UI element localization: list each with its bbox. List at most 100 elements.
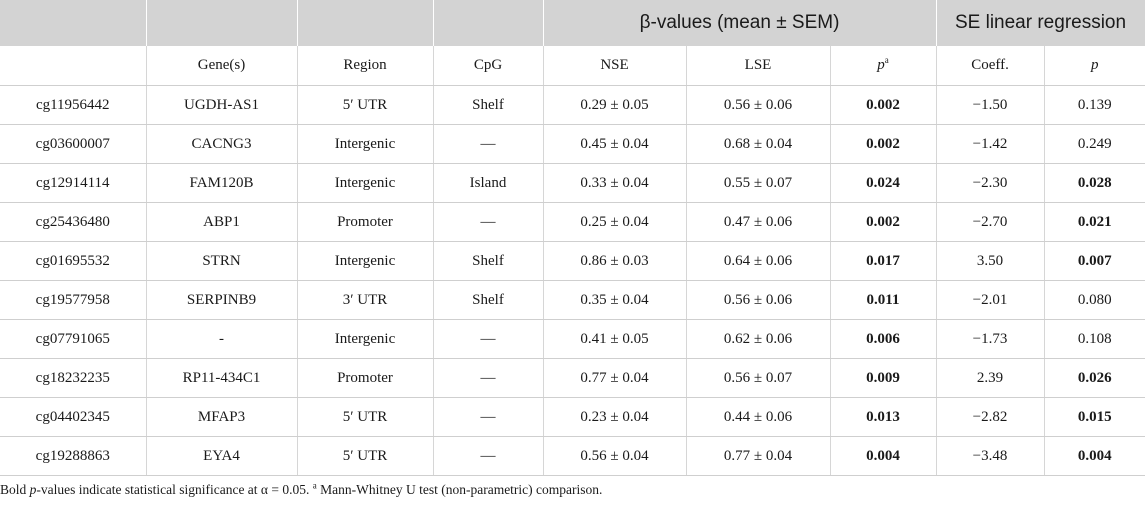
table-footnote: Bold p-values indicate statistical signi… [0,476,1145,506]
cell-gene: EYA4 [146,436,298,476]
methylation-results-table: β-values (mean ± SEM) SE linear regressi… [0,0,1145,476]
cell-nse: 0.86 ± 0.03 [543,241,687,281]
footnote-part2: -values indicate statistical significanc… [36,482,313,497]
cell-cpg: — [433,319,544,359]
cell-nse: 0.23 ± 0.04 [543,397,687,437]
cell-region: Intergenic [297,163,434,203]
cell-p-value: 0.002 [830,85,937,125]
cell-lse: 0.77 ± 0.04 [686,436,831,476]
cell-region: 5′ UTR [297,85,434,125]
cell-cpg: — [433,358,544,398]
cell-cpg: Shelf [433,85,544,125]
cell-coeff: −3.48 [936,436,1045,476]
cell-gene: MFAP3 [146,397,298,437]
cell-lse: 0.56 ± 0.07 [686,358,831,398]
table-row: cg03600007 CACNG3 Intergenic —0.45 ± 0.04 0.… [0,124,1145,164]
cell-cpg: — [433,124,544,164]
cell-lse: 0.56 ± 0.06 [686,280,831,320]
column-header-nse: NSE [543,46,687,86]
footnote-marker: a [312,480,317,491]
column-header-lse: LSE [686,46,831,86]
cell-regression-p: 0.026 [1044,358,1145,398]
cell-p-value: 0.002 [830,202,937,242]
cell-nse: 0.29 ± 0.05 [543,85,687,125]
group-header-blank [146,0,298,46]
cell-coeff: −2.70 [936,202,1045,242]
cell-region: 5′ UTR [297,397,434,437]
group-header-row: β-values (mean ± SEM) SE linear regressi… [0,0,1145,46]
cell-regression-p: 0.249 [1044,124,1145,164]
cell-p-value: 0.011 [830,280,937,320]
cell-gene: UGDH-AS1 [146,85,298,125]
column-header-gene: Gene(s) [146,46,298,86]
column-header-row: Gene(s) Region CpG NSE LSE pa Coeff. p [0,46,1145,86]
cell-cpg: Shelf [433,241,544,281]
group-header-beta-values: β-values (mean ± SEM) [543,0,937,46]
cell-p-value: 0.009 [830,358,937,398]
cell-coeff: −2.30 [936,163,1045,203]
cell-p-value: 0.006 [830,319,937,359]
cell-gene: STRN [146,241,298,281]
cell-regression-p: 0.007 [1044,241,1145,281]
cell-cpg: Island [433,163,544,203]
cell-coeff: −1.73 [936,319,1045,359]
cell-probe-id: cg19288863 [0,436,147,476]
cell-nse: 0.35 ± 0.04 [543,280,687,320]
cell-regression-p: 0.021 [1044,202,1145,242]
cell-gene: CACNG3 [146,124,298,164]
table-row: cg18232235 RP11-434C1 Promoter —0.77 ± 0.04… [0,358,1145,398]
cell-regression-p: 0.139 [1044,85,1145,125]
cell-nse: 0.56 ± 0.04 [543,436,687,476]
table-row: cg11956442 UGDH-AS1 5′ UTR Shelf 0.29 ± 0.05… [0,85,1145,125]
table-body: cg11956442 UGDH-AS1 5′ UTR Shelf 0.29 ± 0.05… [0,85,1145,476]
cell-region: Intergenic [297,319,434,359]
cell-cpg: — [433,436,544,476]
cell-region: Intergenic [297,241,434,281]
cell-p-value: 0.013 [830,397,937,437]
cell-cpg: Shelf [433,280,544,320]
cell-p-value: 0.002 [830,124,937,164]
cell-coeff: 3.50 [936,241,1045,281]
table-row: cg04402345 MFAP3 5′ UTR —0.23 ± 0.04 0.44 ± … [0,397,1145,437]
table-row: cg07791065- Intergenic —0.41 ± 0.05 0.62 ± … [0,319,1145,359]
cell-nse: 0.25 ± 0.04 [543,202,687,242]
footnote-part3: Mann-Whitney U test (non-parametric) com… [316,482,603,497]
cell-coeff: −2.82 [936,397,1045,437]
cell-p-value: 0.024 [830,163,937,203]
group-header-se-regression: SE linear regression [936,0,1145,46]
cell-probe-id: cg12914114 [0,163,147,203]
column-header-cpg: CpG [433,46,544,86]
cell-p-value: 0.017 [830,241,937,281]
cell-probe-id: cg01695532 [0,241,147,281]
column-header-coeff: Coeff. [936,46,1045,86]
cell-region: Intergenic [297,124,434,164]
column-header-p-label: p [877,57,885,73]
table-row: cg01695532 STRN Intergenic Shelf 0.86 ± 0.03… [0,241,1145,281]
cell-probe-id: cg04402345 [0,397,147,437]
column-header-p: pa [830,46,937,86]
cell-nse: 0.33 ± 0.04 [543,163,687,203]
cell-coeff: −1.42 [936,124,1045,164]
cell-regression-p: 0.004 [1044,436,1145,476]
cell-lse: 0.47 ± 0.06 [686,202,831,242]
column-header-regression-p: p [1044,46,1145,86]
cell-cpg: — [433,202,544,242]
cell-region: 5′ UTR [297,436,434,476]
cell-gene: ABP1 [146,202,298,242]
table-row: cg25436480 ABP1 Promoter —0.25 ± 0.04 0.47 ±… [0,202,1145,242]
cell-regression-p: 0.108 [1044,319,1145,359]
cell-regression-p: 0.028 [1044,163,1145,203]
cell-cpg: — [433,397,544,437]
cell-nse: 0.45 ± 0.04 [543,124,687,164]
table-row: cg19288863 EYA4 5′ UTR —0.56 ± 0.04 0.77 ± 0… [0,436,1145,476]
cell-gene: - [146,319,298,359]
cell-lse: 0.55 ± 0.07 [686,163,831,203]
group-header-blank [0,0,147,46]
cell-probe-id: cg25436480 [0,202,147,242]
column-header-id [0,46,147,86]
cell-probe-id: cg19577958 [0,280,147,320]
cell-lse: 0.68 ± 0.04 [686,124,831,164]
cell-regression-p: 0.080 [1044,280,1145,320]
table-row: cg19577958 SERPINB9 3′ UTR Shelf 0.35 ± 0.04… [0,280,1145,320]
